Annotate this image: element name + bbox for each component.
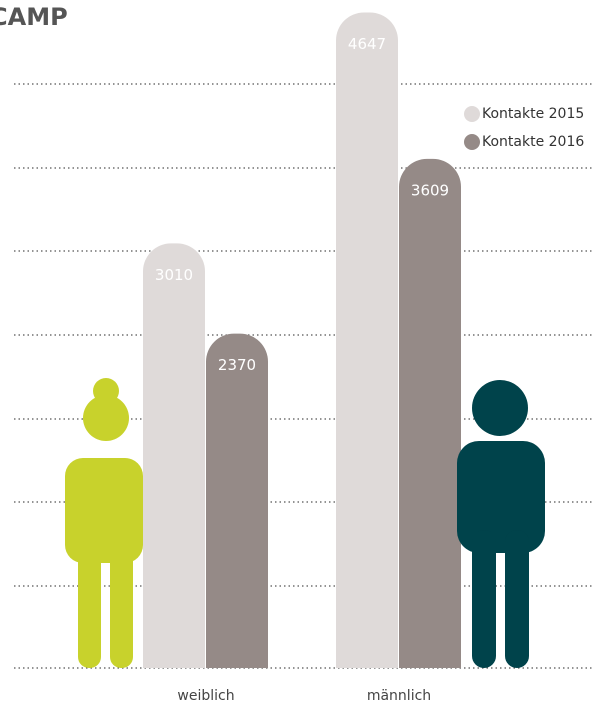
legend-label: Kontakte 2016 xyxy=(482,134,584,150)
bar xyxy=(143,243,205,668)
value-label: 4647 xyxy=(348,35,386,53)
x-tick-label: weiblich xyxy=(177,688,234,704)
bar xyxy=(206,333,268,668)
x-tick-label: männlich xyxy=(367,688,431,704)
value-label: 3609 xyxy=(411,181,449,199)
legend: Kontakte 2015 Kontakte 2016 xyxy=(464,106,584,150)
legend-label: Kontakte 2015 xyxy=(482,106,584,122)
value-label: 3010 xyxy=(155,266,193,284)
value-label: 2370 xyxy=(218,356,256,374)
legend-swatch xyxy=(464,134,480,150)
man-figure xyxy=(457,380,545,668)
bar xyxy=(336,12,398,669)
woman-figure xyxy=(65,378,143,668)
bar xyxy=(399,158,461,668)
bars: 3010 4647 2370 3609 xyxy=(143,12,461,669)
chart-title: CAMP xyxy=(0,3,68,31)
legend-swatch xyxy=(464,106,480,122)
